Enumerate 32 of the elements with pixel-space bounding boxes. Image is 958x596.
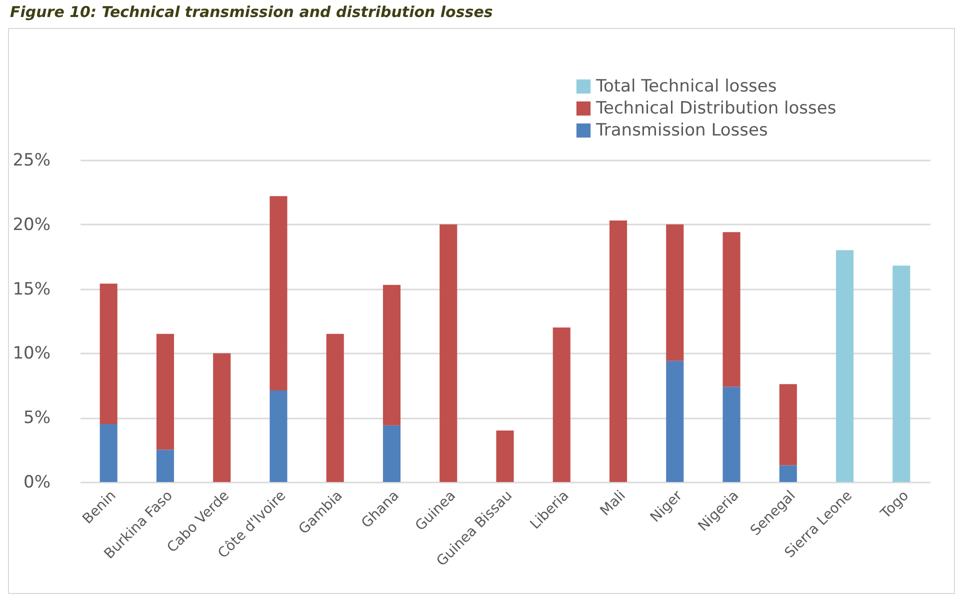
bar bbox=[213, 353, 231, 482]
bar bbox=[722, 232, 740, 387]
bar bbox=[552, 327, 570, 482]
chart-title: Figure 10: Technical transmission and distribution losses bbox=[10, 3, 493, 21]
bar bbox=[496, 430, 514, 482]
y-tick-label: 5% bbox=[24, 408, 50, 428]
bar bbox=[326, 334, 344, 482]
legend-label: Technical Distribution losses bbox=[595, 98, 836, 118]
bar bbox=[609, 220, 628, 482]
y-tick-label: 20% bbox=[12, 214, 50, 235]
y-tick-label: 25% bbox=[12, 150, 50, 170]
bar bbox=[892, 266, 910, 482]
bar bbox=[836, 250, 854, 482]
bar bbox=[270, 196, 288, 391]
bar bbox=[779, 384, 797, 466]
bar bbox=[156, 450, 174, 482]
bar bbox=[440, 224, 458, 482]
y-tick-label: 0% bbox=[24, 472, 50, 492]
y-tick-label: 10% bbox=[12, 344, 50, 364]
y-tick-label: 15% bbox=[12, 279, 50, 300]
bar bbox=[270, 390, 288, 482]
bar bbox=[666, 360, 684, 482]
bar bbox=[382, 425, 401, 482]
bar bbox=[100, 284, 118, 424]
legend-label: Transmission Losses bbox=[595, 120, 768, 140]
bar bbox=[666, 224, 684, 361]
bar bbox=[779, 465, 797, 482]
bar bbox=[156, 334, 174, 450]
bar bbox=[100, 424, 118, 482]
bar bbox=[722, 386, 740, 482]
legend-label: Total Technical losses bbox=[595, 76, 777, 96]
bar bbox=[382, 284, 401, 426]
